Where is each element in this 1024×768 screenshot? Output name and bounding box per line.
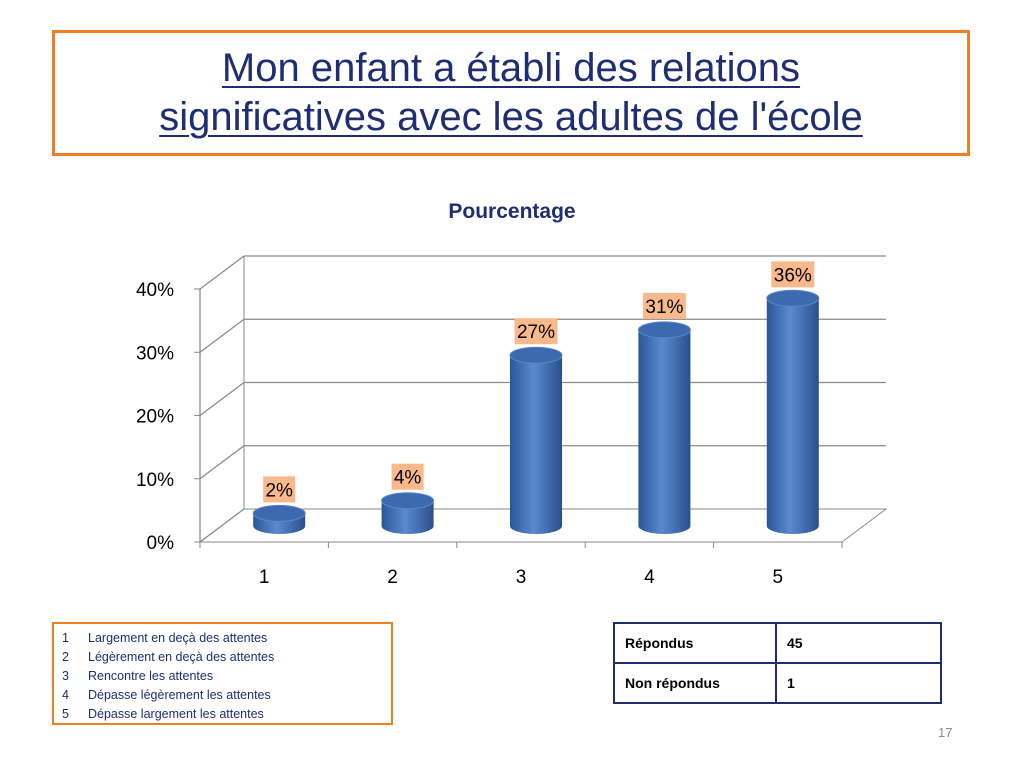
legend-item-number: 5 (62, 707, 69, 721)
legend-item: 5 Dépasse largement les attentes (62, 705, 391, 724)
x-tick-label: 2 (387, 567, 398, 588)
table-cell-value: 45 (775, 622, 942, 664)
table-row: Répondus 45 (613, 622, 942, 664)
x-tick-label: 1 (259, 567, 270, 588)
x-tick-label: 4 (644, 567, 655, 588)
bar (638, 329, 691, 534)
data-label: 36% (774, 265, 812, 286)
data-label-bg (263, 476, 296, 503)
data-label: 2% (265, 480, 293, 501)
legend-item: 3 Rencontre les attentes (62, 667, 391, 686)
data-label: 27% (517, 322, 555, 343)
page-number: 17 (938, 725, 953, 740)
legend-item-text: Largement en deçà des attentes (88, 631, 268, 645)
legend-item-text: Dépasse largement les attentes (88, 707, 264, 721)
slide-title-line-1: Mon enfant a établi des relations (221, 46, 801, 90)
bar (381, 500, 434, 534)
bar (766, 298, 819, 534)
legend-item-number: 1 (62, 631, 69, 645)
legend-item-text: Dépasse légèrement les attentes (88, 688, 271, 702)
bar (510, 355, 562, 534)
side-gridline (199, 318, 245, 353)
responses-table: Répondus 45 Non répondus 1 (613, 622, 942, 704)
slide-title-line-2: significatives avec les adultes de l'éco… (159, 95, 863, 139)
bar-top (381, 492, 435, 510)
data-label: 31% (645, 297, 683, 318)
legend-item: 2 Légèrement en deçà des attentes (62, 648, 391, 667)
y-tick-label: 0% (147, 533, 175, 554)
data-label-bg (391, 463, 424, 490)
bar-top (637, 321, 691, 339)
x-tick-label: 3 (516, 567, 527, 588)
data-label-bg (771, 261, 815, 288)
legend-item: 1 Largement en deçà des attentes (62, 629, 391, 648)
side-gridline (199, 255, 245, 290)
y-tick-label: 20% (136, 407, 174, 428)
y-tick-label: 10% (136, 470, 174, 491)
side-gridline (199, 445, 245, 480)
legend-box: 1 Largement en deçà des attentes 2 Légèr… (52, 622, 393, 725)
data-label-bg (514, 318, 558, 345)
legend-item: 4 Dépasse légèrement les attentes (62, 686, 391, 705)
x-tick-label: 5 (773, 567, 784, 588)
table-cell-value: 1 (775, 662, 942, 704)
bar-top (509, 346, 563, 364)
slide-title: Mon enfant a établi des relations signif… (159, 44, 863, 142)
bar-top (766, 289, 820, 307)
side-gridline (199, 381, 245, 417)
table-cell-label: Répondus (613, 622, 777, 664)
legend-item-number: 3 (62, 669, 69, 683)
title-box: Mon enfant a établi des relations signif… (52, 30, 970, 156)
y-tick-label: 40% (136, 280, 174, 301)
data-label-bg (642, 292, 686, 319)
side-gridline (199, 508, 245, 543)
bar-top (252, 504, 306, 522)
legend-item-number: 4 (62, 688, 69, 702)
y-tick-label: 30% (136, 343, 174, 364)
data-label: 4% (394, 468, 422, 489)
table-cell-label: Non répondus (613, 662, 777, 704)
bar-chart: Pourcentage 0% 10% 20% 30% 40% 1 2 3 4 5 2% 4% 27% 31%… (136, 200, 888, 588)
chart-title: Pourcentage (448, 200, 575, 223)
table-row: Non répondus 1 (613, 662, 942, 704)
legend-item-text: Rencontre les attentes (88, 669, 214, 683)
legend-item-number: 2 (62, 650, 69, 664)
legend-item-text: Légèrement en deçà des attentes (88, 650, 275, 664)
